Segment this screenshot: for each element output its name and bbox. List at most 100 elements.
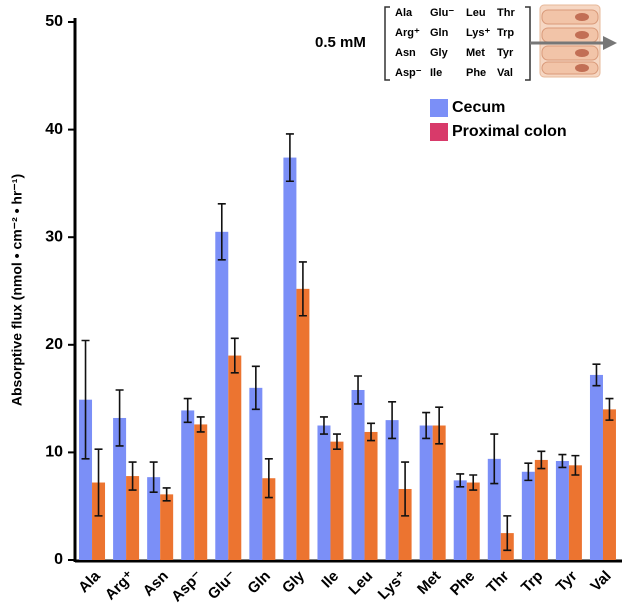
error-bar [388, 401, 397, 440]
bar [262, 478, 276, 560]
error-bar [367, 422, 376, 442]
error-bar [571, 454, 580, 476]
legend-swatch [430, 99, 448, 117]
y-tick-label: 0 [54, 551, 63, 568]
bar [351, 389, 365, 560]
inset-label: Ala [395, 7, 413, 19]
x-tick-label: Glu⁻ [205, 568, 240, 603]
bar [432, 425, 446, 560]
error-bar [230, 337, 239, 374]
bar [385, 420, 399, 560]
y-tick-label: 30 [45, 228, 63, 245]
inset-label: Trp [497, 27, 514, 39]
bar [113, 417, 127, 560]
x-tick-label: Lys⁺ [375, 568, 411, 604]
y-tick-label: 40 [45, 121, 63, 138]
error-bar [332, 433, 341, 450]
cells-icon [539, 4, 601, 78]
error-bar [162, 487, 171, 502]
bar [453, 480, 467, 560]
inset-label: Gln [430, 27, 449, 39]
bar [589, 374, 603, 560]
bar [317, 425, 331, 560]
error-bar [81, 339, 90, 460]
error-bar [251, 365, 260, 411]
bar [228, 355, 242, 560]
error-bar [537, 450, 546, 470]
inset-label: Lys⁺ [466, 27, 491, 39]
x-tick-label: Met [414, 568, 444, 598]
legend-label: Cecum [452, 99, 505, 116]
bar [215, 231, 229, 560]
bar [160, 494, 174, 560]
bar [419, 425, 433, 560]
x-tick-label: Gly [279, 567, 309, 597]
annotation: 0.5 mM [315, 34, 366, 51]
inset-label: Val [497, 67, 513, 79]
inset-label: Phe [466, 67, 486, 79]
inset-label: Arg⁺ [395, 27, 420, 39]
bar [283, 157, 297, 561]
x-tick-label: Gln [244, 568, 274, 598]
x-tick-label: Ala [75, 567, 104, 596]
error-bar [503, 515, 512, 552]
error-bar [94, 448, 103, 517]
error-bar [319, 416, 328, 435]
bar [147, 477, 161, 560]
x-tick-label: Asp⁻ [168, 568, 206, 606]
error-bar [128, 461, 137, 491]
bar [296, 288, 310, 560]
arrow-head [603, 36, 617, 50]
y-tick-label: 10 [45, 444, 63, 461]
error-bar [298, 261, 307, 317]
x-tick-label: Leu [345, 568, 376, 599]
bar [126, 476, 140, 560]
bar [602, 409, 616, 560]
error-bar [217, 203, 226, 261]
error-bar [196, 416, 205, 433]
error-bar [183, 397, 192, 424]
x-tick-label: Ile [318, 568, 342, 592]
x-tick-label: Arg⁺ [102, 568, 138, 604]
bar [466, 482, 480, 560]
y-tick-label: 20 [45, 336, 63, 353]
bar [249, 387, 263, 560]
bar [364, 431, 378, 560]
bar [330, 441, 344, 560]
x-tick-label: Phe [447, 568, 478, 599]
inset-label: Tyr [497, 47, 514, 59]
bar [92, 482, 106, 560]
bar [79, 399, 93, 560]
inset-label: Asp⁻ [395, 67, 422, 79]
error-bar [524, 462, 533, 482]
inset-label: Ile [430, 67, 442, 79]
error-bar [149, 461, 158, 494]
error-bar [558, 453, 567, 469]
x-tick-label: Trp [518, 568, 547, 597]
error-bar [401, 461, 410, 517]
error-bar [456, 473, 465, 488]
error-bar [115, 389, 124, 447]
inset-label: Gly [430, 47, 449, 59]
x-tick-label: Val [587, 568, 614, 595]
legend-swatch [430, 123, 448, 141]
bar [181, 410, 195, 560]
error-bar [605, 397, 614, 421]
x-tick-label: Asn [140, 568, 172, 600]
bar [568, 465, 582, 560]
bar [194, 424, 208, 560]
inset-label: Glu⁻ [430, 7, 454, 19]
bar [398, 488, 412, 560]
inset-label: Met [466, 47, 485, 59]
bar [534, 459, 548, 560]
error-bar [469, 474, 478, 491]
error-bar [592, 363, 601, 387]
error-bar [422, 411, 431, 440]
bar [521, 471, 535, 560]
inset-label: Leu [466, 7, 486, 19]
y-axis-label: Absorptive flux (nmol • cm⁻² • hr⁻¹) [9, 174, 25, 406]
x-tick-label: Tyr [553, 568, 581, 596]
bar [555, 461, 569, 560]
error-bar [435, 406, 444, 445]
